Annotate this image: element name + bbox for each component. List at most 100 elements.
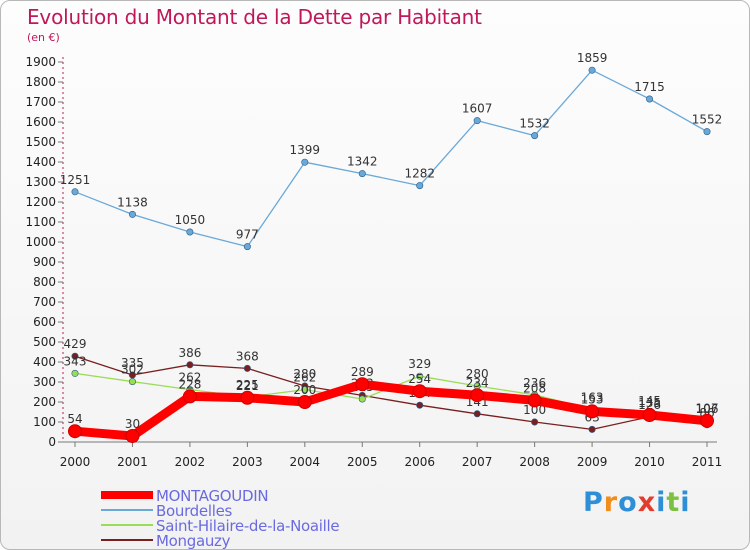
x-tick-label: 2003 bbox=[232, 455, 263, 469]
data-label-bourdelles: 977 bbox=[236, 228, 259, 242]
data-point-montagoudin bbox=[355, 377, 370, 392]
x-tick-label: 2008 bbox=[519, 455, 550, 469]
data-label-saint-hilaire-de-la-noaille: 280 bbox=[466, 367, 489, 381]
x-tick-label: 2010 bbox=[634, 455, 665, 469]
legend-label-montagoudin: MONTAGOUDIN bbox=[156, 487, 269, 505]
logo-letter: i bbox=[656, 487, 667, 518]
data-label-bourdelles: 1532 bbox=[519, 117, 550, 131]
legend-swatch-saint-hilaire bbox=[101, 524, 153, 526]
logo-letter: x bbox=[637, 487, 657, 518]
legend-label-bourdelles: Bourdelles bbox=[156, 502, 233, 520]
y-tick-label: 200 bbox=[33, 395, 56, 409]
legend-swatch-mongauzy bbox=[101, 539, 153, 541]
proxiti-logo: Proxiti bbox=[583, 487, 691, 518]
data-point-bourdelles bbox=[186, 228, 194, 236]
data-label-montagoudin: 221 bbox=[236, 379, 259, 393]
data-label-bourdelles: 1282 bbox=[404, 167, 435, 181]
data-label-montagoudin: 54 bbox=[67, 412, 82, 426]
data-label-bourdelles: 1138 bbox=[117, 195, 148, 209]
data-point-montagoudin bbox=[412, 384, 427, 399]
x-tick-label: 2004 bbox=[290, 455, 321, 469]
data-point-bourdelles bbox=[531, 132, 539, 140]
data-label-montagoudin: 228 bbox=[178, 377, 201, 391]
data-point-saint-hilaire-de-la-noaille bbox=[71, 369, 79, 377]
data-label-mongauzy: 429 bbox=[64, 337, 87, 351]
x-tick-label: 2001 bbox=[117, 455, 148, 469]
legend-label-mongauzy: Mongauzy bbox=[156, 532, 231, 550]
data-point-saint-hilaire-de-la-noaille bbox=[301, 386, 309, 394]
data-point-montagoudin bbox=[68, 424, 82, 439]
data-label-bourdelles: 1050 bbox=[175, 213, 206, 227]
data-point-bourdelles bbox=[473, 117, 481, 125]
data-point-mongauzy bbox=[473, 410, 481, 418]
x-tick-label: 2011 bbox=[692, 455, 723, 469]
y-tick-label: 500 bbox=[33, 335, 56, 349]
logo-letter: r bbox=[603, 487, 619, 518]
data-label-mongauzy: 100 bbox=[523, 403, 546, 417]
legend-item-saint-hilaire: Saint-Hilaire-de-la-Noaille bbox=[101, 517, 401, 535]
x-tick-label: 2007 bbox=[462, 455, 493, 469]
data-point-montagoudin bbox=[470, 388, 485, 403]
data-point-bourdelles bbox=[71, 188, 79, 196]
data-point-bourdelles bbox=[358, 170, 366, 178]
data-point-montagoudin bbox=[642, 408, 657, 422]
legend-swatch-bourdelles bbox=[101, 509, 153, 511]
data-point-bourdelles bbox=[703, 128, 711, 136]
x-tick-label: 2005 bbox=[347, 455, 378, 469]
data-label-montagoudin: 234 bbox=[466, 376, 489, 390]
y-tick-label: 600 bbox=[33, 315, 56, 329]
data-label-mongauzy: 335 bbox=[121, 356, 144, 370]
unit-label: (en €) bbox=[27, 31, 60, 44]
x-tick-label: 2009 bbox=[577, 455, 608, 469]
data-label-saint-hilaire-de-la-noaille: 145 bbox=[638, 394, 661, 408]
data-label-montagoudin: 289 bbox=[351, 365, 374, 379]
data-label-montagoudin: 200 bbox=[293, 383, 316, 397]
data-label-saint-hilaire-de-la-noaille: 225 bbox=[236, 378, 259, 392]
y-tick-label: 100 bbox=[33, 415, 56, 429]
data-label-mongauzy: 126 bbox=[638, 398, 661, 412]
x-tick-label: 2002 bbox=[175, 455, 206, 469]
logo-letter: o bbox=[618, 487, 638, 518]
data-point-bourdelles bbox=[646, 95, 654, 103]
x-tick-label: 2000 bbox=[60, 455, 91, 469]
y-tick-label: 1300 bbox=[25, 175, 56, 189]
data-label-saint-hilaire-de-la-noaille: 262 bbox=[178, 371, 201, 385]
data-point-mongauzy bbox=[71, 352, 79, 360]
data-point-montagoudin bbox=[297, 395, 312, 409]
data-point-saint-hilaire-de-la-noaille bbox=[358, 395, 366, 403]
data-point-bourdelles bbox=[301, 158, 309, 166]
y-tick-label: 1100 bbox=[25, 215, 56, 229]
y-tick-label: 900 bbox=[33, 255, 56, 269]
y-tick-label: 1600 bbox=[25, 115, 56, 129]
y-tick-label: 300 bbox=[33, 375, 56, 389]
legend-label-saint-hilaire: Saint-Hilaire-de-la-Noaille bbox=[156, 517, 340, 535]
data-point-mongauzy bbox=[588, 425, 596, 433]
data-label-saint-hilaire-de-la-noaille: 302 bbox=[121, 363, 144, 377]
data-point-bourdelles bbox=[128, 210, 136, 218]
data-label-montagoudin: 135 bbox=[638, 396, 661, 410]
y-tick-label: 1900 bbox=[25, 55, 56, 69]
y-tick-label: 1800 bbox=[25, 75, 56, 89]
data-point-saint-hilaire-de-la-noaille bbox=[416, 372, 424, 380]
data-point-bourdelles bbox=[588, 66, 596, 74]
data-point-saint-hilaire-de-la-noaille bbox=[128, 378, 136, 386]
data-label-bourdelles: 1607 bbox=[462, 102, 493, 116]
series-line-montagoudin bbox=[70, 379, 712, 441]
logo-letter: t bbox=[666, 487, 681, 518]
data-label-saint-hilaire-de-la-noaille: 329 bbox=[408, 357, 431, 371]
logo-letter: i bbox=[680, 487, 691, 518]
data-label-saint-hilaire-de-la-noaille: 107 bbox=[696, 402, 719, 416]
data-point-mongauzy bbox=[243, 364, 251, 372]
data-label-bourdelles: 1342 bbox=[347, 155, 378, 169]
y-tick-label: 1000 bbox=[25, 235, 56, 249]
x-tick-label: 2006 bbox=[404, 455, 435, 469]
data-label-mongauzy: 280 bbox=[293, 367, 316, 381]
y-tick-label: 400 bbox=[33, 355, 56, 369]
data-label-montagoudin: 208 bbox=[523, 381, 546, 395]
data-point-bourdelles bbox=[416, 182, 424, 190]
legend-item-mongauzy: Mongauzy bbox=[101, 532, 401, 550]
series-line-mongauzy bbox=[74, 355, 708, 431]
data-point-montagoudin bbox=[700, 413, 714, 428]
data-label-bourdelles: 1399 bbox=[290, 143, 321, 157]
y-tick-label: 0 bbox=[48, 435, 56, 449]
